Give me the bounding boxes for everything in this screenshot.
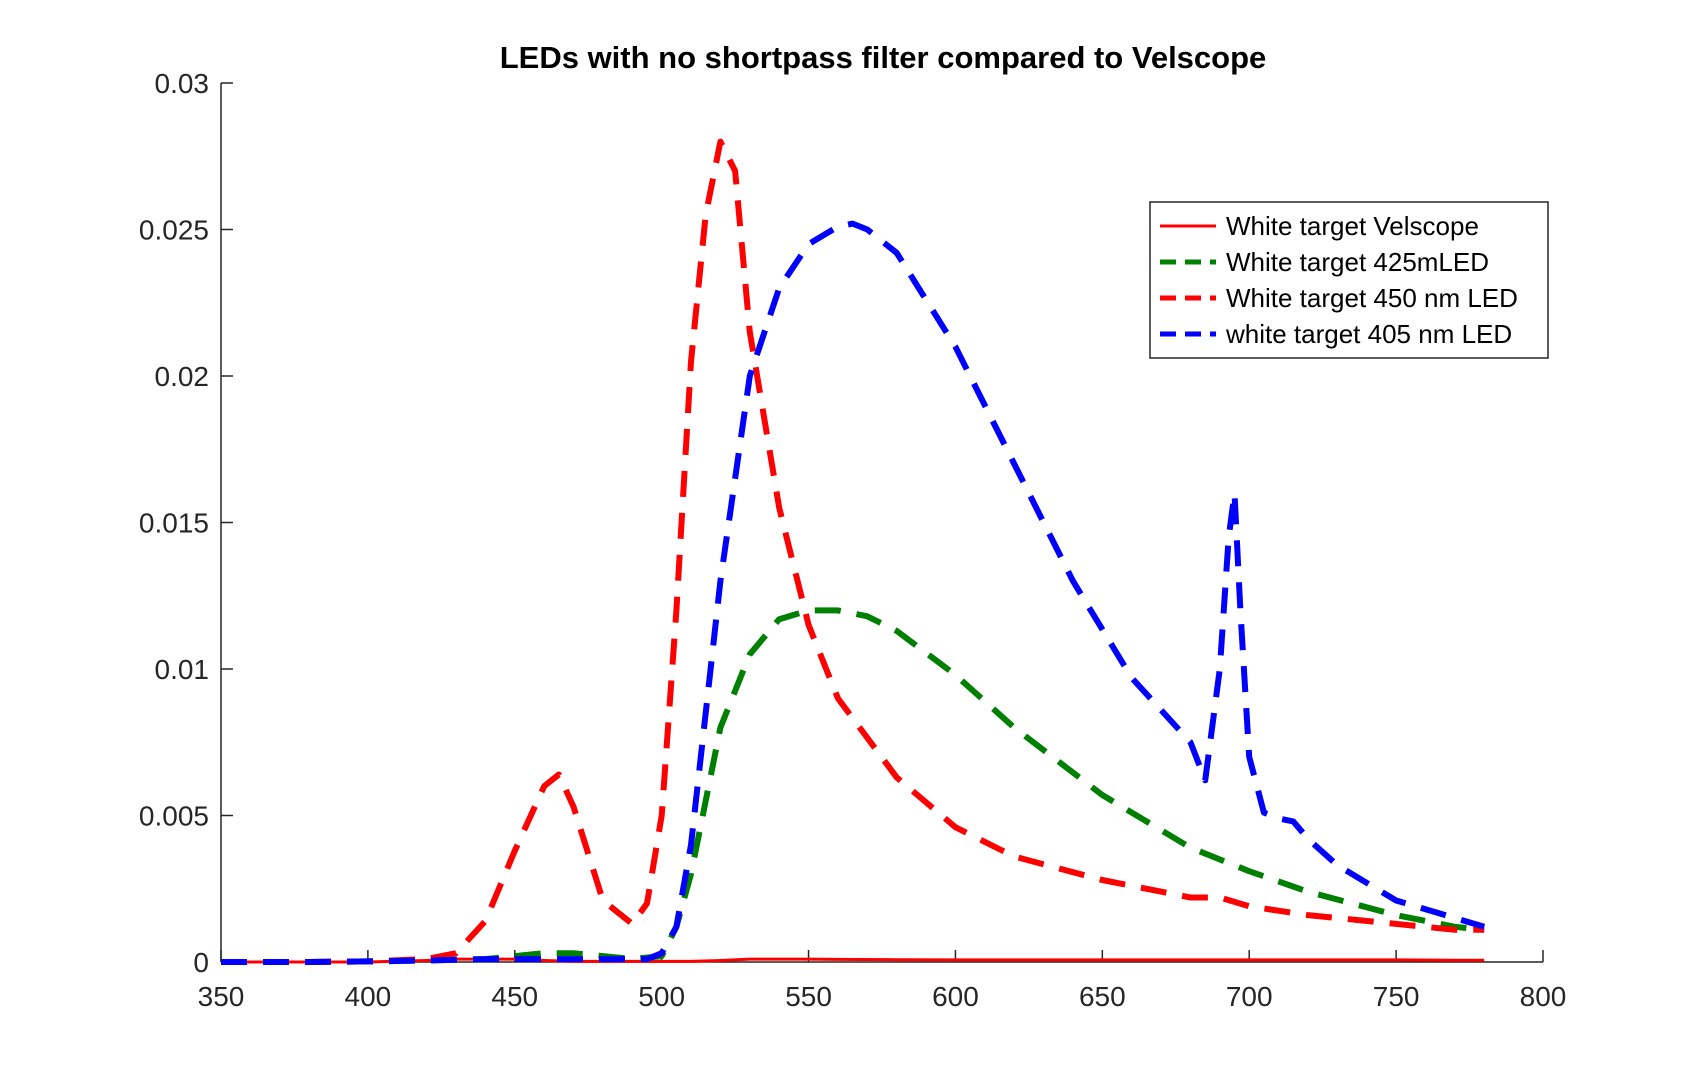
y-tick-label: 0.03 [155,68,210,99]
x-tick-label: 400 [345,981,392,1012]
legend-label-2: White target 425mLED [1226,247,1489,277]
legend-label-3: White target 450 nm LED [1226,283,1518,313]
series-line-3 [221,138,1485,965]
legend-label-1: White target Velscope [1226,211,1479,241]
legend: White target Velscope White target 425mLE… [1149,201,1549,359]
y-tick-label: 0.025 [139,215,209,246]
series-layer [221,138,1486,965]
x-tick-label: 600 [932,981,979,1012]
y-tick-label: 0.015 [139,508,209,539]
legend-box [1149,201,1549,359]
chart-title: LEDs with no shortpass filter compared t… [500,40,1267,75]
x-tick-label: 800 [1520,981,1567,1012]
y-tick-label: 0 [193,947,209,978]
y-tick-label: 0.02 [155,361,210,392]
legend-label-4: white target 405 nm LED [1225,319,1512,349]
series-line-1 [221,957,1485,964]
y-tick-label: 0.005 [139,801,209,832]
x-tick-label: 500 [638,981,685,1012]
series-line-4 [221,220,1486,965]
series-line-2 [221,607,1485,965]
y-tick-label: 0.01 [155,654,210,685]
x-tick-label: 450 [491,981,538,1012]
x-tick-label: 750 [1373,981,1420,1012]
x-tick-label: 350 [198,981,245,1012]
x-tick-label: 550 [785,981,832,1012]
axes: 350 400 450 500 550 600 650 700 750 800 0 0.005 0.01… [139,68,1566,1012]
x-tick-label: 700 [1226,981,1273,1012]
x-tick-label: 650 [1079,981,1126,1012]
